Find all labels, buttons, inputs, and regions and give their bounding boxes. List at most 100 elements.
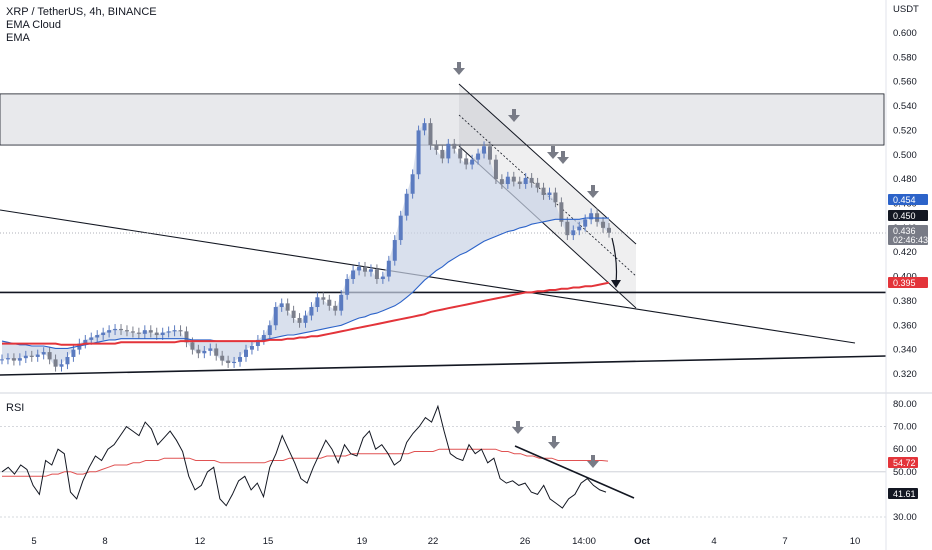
price-axis-label: 0.360 <box>893 320 917 331</box>
candle-body <box>291 310 296 318</box>
ema-cloud <box>2 123 609 367</box>
ema-indicator-label[interactable]: EMA <box>6 32 30 44</box>
candle-body <box>470 159 475 165</box>
candle-body <box>523 177 528 185</box>
resistance-zone <box>0 93 885 146</box>
top-marker-arrow-icon-shaft <box>457 62 461 68</box>
candle-body <box>351 270 356 280</box>
rsi-axis-label: 30.00 <box>893 512 917 523</box>
top-marker-arrow-icon-shaft <box>551 146 555 152</box>
rsi-axis-label: 70.00 <box>893 422 917 433</box>
candle-body <box>464 158 469 165</box>
candle-body <box>29 355 34 357</box>
projection-arrow-icon <box>611 237 618 283</box>
candle-body <box>59 364 64 367</box>
rsi-axis-label: 50.00 <box>893 467 917 478</box>
candle-body <box>487 146 492 160</box>
candle-body <box>232 361 237 364</box>
candle-body <box>529 177 534 183</box>
candle-body <box>309 307 314 316</box>
candle-body <box>130 331 135 333</box>
candle-body <box>160 332 165 336</box>
rsi-marker-arrow-icon-shaft <box>552 436 556 442</box>
candle-body <box>386 260 391 277</box>
symbol-title[interactable]: XRP / TetherUS, 4h, BINANCE <box>6 6 157 18</box>
price-pane <box>0 62 887 376</box>
time-axis-label: 4 <box>711 536 716 547</box>
candle-body <box>601 221 606 228</box>
time-axis-label: 15 <box>263 536 274 547</box>
ema-fast-line <box>1 217 609 349</box>
candle-body <box>476 153 481 160</box>
candle-body <box>583 219 588 227</box>
top-marker-arrow-icon <box>453 68 465 75</box>
price-axis-label: 0.580 <box>893 52 917 63</box>
candle-body <box>214 348 219 356</box>
candle-body <box>41 352 46 355</box>
price-tag <box>888 277 928 288</box>
rsi-marker-arrow-icon <box>512 427 524 434</box>
time-axis-label: Oct <box>634 536 651 547</box>
candle-body <box>571 230 576 236</box>
rsi-tag <box>888 457 918 468</box>
candle-body <box>166 331 171 333</box>
candle-body <box>190 342 195 350</box>
top-marker-arrow-icon <box>547 152 559 159</box>
candle-body <box>434 145 439 150</box>
candle-body <box>499 179 504 185</box>
rsi-pane <box>0 404 886 518</box>
candle-body <box>0 359 4 361</box>
time-axis-label: 19 <box>357 536 368 547</box>
rsi-ma-line <box>2 448 609 477</box>
top-marker-arrow-icon <box>557 157 569 164</box>
candle-body <box>71 349 76 357</box>
candle-body <box>184 331 189 343</box>
candle-body <box>279 303 284 308</box>
candle-body <box>107 330 112 333</box>
ema-cloud-indicator-label[interactable]: EMA Cloud <box>6 19 62 31</box>
candle-body <box>363 266 368 272</box>
candle-body <box>154 332 159 336</box>
candle-body <box>113 328 118 331</box>
candle-body <box>547 192 552 195</box>
top-marker-arrow-icon-shaft <box>591 185 595 191</box>
candle-body <box>446 143 451 159</box>
rsi-marker-arrow-icon <box>548 442 560 449</box>
price-tag-label: 0.450 <box>893 211 916 221</box>
projection-arrow-head-icon <box>611 280 621 288</box>
candle-body <box>422 123 427 131</box>
candle-body <box>374 269 379 280</box>
candle-body <box>65 356 70 365</box>
candle-body <box>101 332 106 336</box>
candle-body <box>517 181 522 185</box>
candle-body <box>47 352 52 360</box>
candle-body <box>53 359 58 367</box>
price-tag-label: 0.395 <box>893 278 916 288</box>
candle-body <box>297 317 302 323</box>
candle-body <box>559 202 564 222</box>
ema-slow-line <box>2 281 610 346</box>
candle-body <box>89 337 94 340</box>
candle-body <box>404 193 409 216</box>
candle-body <box>553 192 558 203</box>
rsi-indicator-label[interactable]: RSI <box>6 402 25 414</box>
candle-body <box>202 350 207 354</box>
price-axis-label: 0.480 <box>893 174 917 185</box>
candle-body <box>392 240 397 261</box>
top-marker-arrow-icon <box>587 191 599 198</box>
candle-body <box>493 159 498 180</box>
candle-body <box>238 356 243 362</box>
candle-body <box>607 227 611 233</box>
candle-body <box>577 226 582 231</box>
candle-body <box>416 130 421 175</box>
currency-label: USDT <box>893 4 919 15</box>
candle-body <box>452 143 457 149</box>
candle-body <box>482 146 487 154</box>
candle-body <box>440 149 445 159</box>
candle-body <box>565 221 570 236</box>
rsi-marker-arrow-icon-shaft <box>591 455 595 461</box>
price-tag <box>888 234 928 245</box>
candle-body <box>83 339 88 344</box>
